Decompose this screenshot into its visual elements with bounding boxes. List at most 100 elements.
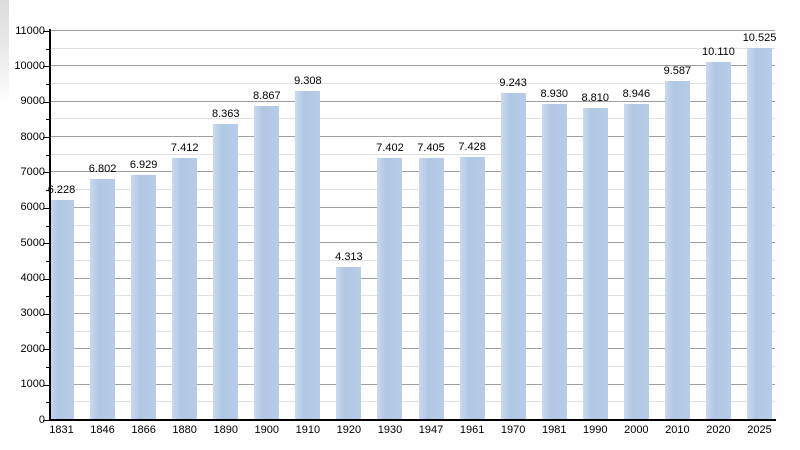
gridline-major	[50, 348, 775, 350]
x-tick-label-1981: 1981	[541, 424, 567, 436]
y-tick-mark-major	[43, 313, 49, 315]
bar-value-label-2010: 9.587	[663, 64, 692, 77]
gridline-major	[50, 136, 775, 138]
bar-value-label-1890: 8.363	[211, 108, 240, 121]
gridline-minor	[50, 47, 775, 49]
y-tick-mark-major	[43, 31, 49, 32]
gridline-major	[50, 277, 775, 279]
gridline-major	[50, 171, 775, 173]
y-tick-mark-minor	[46, 260, 49, 262]
bar-value-label-1900: 8.867	[253, 90, 281, 103]
x-tick-label-1880: 1880	[172, 424, 197, 436]
gridline-major	[50, 383, 775, 385]
bar-value-label-1970: 9.243	[499, 77, 527, 90]
bar-1970	[500, 93, 526, 420]
y-tick-mark-minor	[46, 154, 49, 156]
plot-area	[49, 30, 775, 420]
bar-value-label-1880: 7.412	[170, 141, 199, 154]
y-tick-label: 5000	[20, 236, 45, 249]
y-tick-mark-major	[43, 420, 49, 421]
y-tick-mark-minor	[46, 84, 49, 86]
y-tick-label: 8000	[20, 130, 45, 143]
gridline-major	[50, 312, 775, 314]
y-tick-mark-major	[43, 66, 49, 68]
bar-1981	[541, 104, 567, 420]
y-tick-label: 7000	[20, 165, 45, 178]
y-tick-label: 1000	[20, 378, 45, 391]
y-tick-mark-major	[43, 349, 49, 351]
bar-1880	[172, 157, 198, 420]
bar-value-label-1990: 8.810	[581, 92, 610, 105]
gridline-minor	[50, 259, 775, 261]
bar-1900	[254, 106, 280, 420]
bar-2000	[623, 103, 649, 420]
x-tick-label-1831: 1831	[49, 424, 74, 436]
x-tick-label-1947: 1947	[418, 424, 444, 436]
x-tick-label-1890: 1890	[213, 424, 238, 436]
x-tick-label-1990: 1990	[583, 424, 608, 436]
gridline-minor	[50, 189, 775, 191]
gridline-major	[50, 242, 775, 244]
gridline-minor	[50, 365, 775, 367]
bar-value-label-1930: 7.402	[376, 142, 404, 155]
y-tick-mark-major	[43, 172, 49, 174]
gridline-major	[50, 65, 775, 67]
y-tick-label: 3000	[20, 307, 45, 320]
y-tick-label: 10000	[14, 59, 45, 72]
y-tick-label: 11000	[15, 24, 45, 37]
bar-value-label-1961: 7.428	[458, 141, 486, 154]
x-tick-label-1930: 1930	[377, 424, 403, 436]
y-tick-mark-minor	[46, 225, 49, 227]
x-tick-label-1910: 1910	[295, 424, 321, 436]
bar-2010	[664, 80, 690, 420]
y-tick-mark-minor	[46, 119, 49, 121]
bar-value-label-1866: 6.929	[129, 158, 158, 171]
gridline-major	[50, 206, 775, 208]
y-tick-mark-minor	[46, 402, 49, 404]
bar-1930	[377, 158, 403, 420]
bar-1831	[49, 199, 74, 420]
y-tick-mark-major	[43, 101, 49, 103]
y-tick-label: 2000	[20, 342, 45, 355]
y-tick-label: 0	[38, 413, 45, 426]
bar-value-label-1831: 6.228	[47, 183, 76, 196]
bar-1846	[90, 179, 116, 420]
bar-1890	[213, 124, 239, 420]
x-tick-label-1961: 1961	[459, 424, 485, 436]
bar-2020	[705, 62, 731, 420]
x-tick-label-1900: 1900	[254, 424, 280, 436]
y-tick-mark-major	[43, 137, 49, 139]
y-tick-label: 6000	[20, 201, 45, 214]
y-tick-label: 4000	[20, 272, 45, 285]
bar-value-label-1920: 4.313	[335, 251, 363, 264]
y-tick-mark-major	[43, 207, 49, 209]
y-tick-mark-minor	[46, 331, 49, 333]
y-tick-mark-minor	[46, 296, 49, 298]
bar-value-label-2025: 10.525	[742, 31, 777, 44]
x-tick-label-2010: 2010	[665, 424, 690, 436]
bar-value-label-1910: 9.308	[294, 74, 322, 87]
y-tick-mark-major	[43, 243, 49, 245]
bar-1866	[131, 174, 157, 420]
bar-1910	[295, 90, 321, 420]
bar-value-label-2020: 10.110	[702, 46, 735, 59]
y-tick-mark-minor	[46, 190, 49, 192]
bar-1990	[582, 108, 608, 420]
x-tick-label-2000: 2000	[624, 424, 649, 436]
gridline-minor	[50, 295, 775, 297]
y-axis-line	[49, 29, 51, 420]
x-tick-label-1846: 1846	[90, 424, 115, 436]
gridline-minor	[50, 330, 775, 332]
gridline-major	[50, 30, 775, 31]
x-tick-label-2020: 2020	[706, 424, 731, 436]
scrollbar-fragment-artifact	[0, 0, 9, 105]
bar-value-label-1981: 8.930	[540, 88, 568, 101]
gridline-major	[50, 100, 775, 102]
bar-value-label-1846: 6.802	[88, 163, 117, 176]
bar-1961	[459, 157, 485, 420]
bar-1920	[336, 267, 362, 420]
y-tick-mark-major	[43, 384, 49, 386]
x-tick-label-1970: 1970	[500, 424, 526, 436]
gridline-minor	[50, 153, 775, 155]
